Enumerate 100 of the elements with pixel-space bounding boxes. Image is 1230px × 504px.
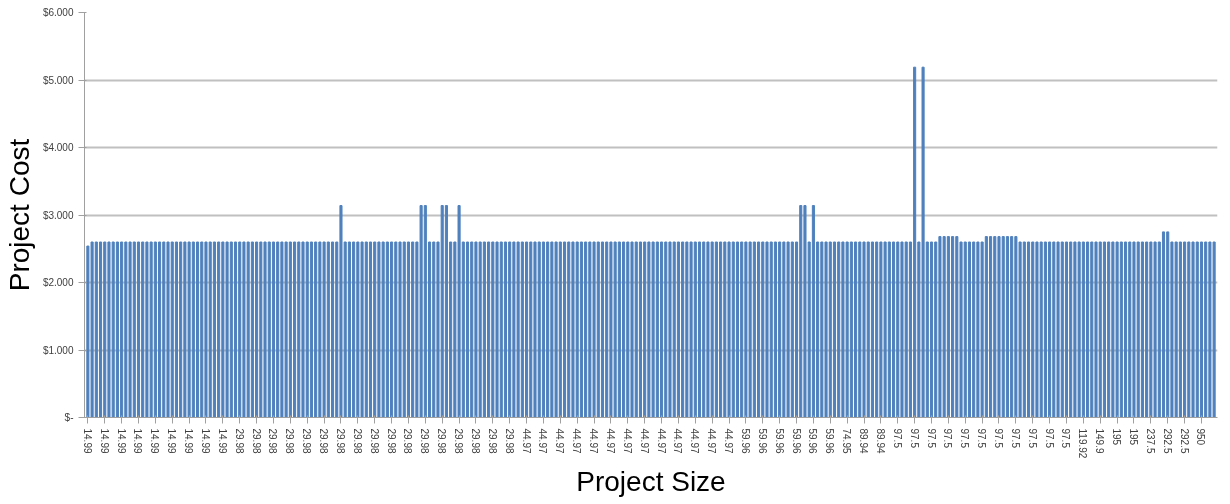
x-tick-label: 59.96 <box>756 428 768 454</box>
x-tick-label: 14.99 <box>98 428 110 454</box>
bar <box>1183 241 1187 418</box>
bar <box>1174 241 1178 418</box>
x-tick-label: 74.95 <box>841 428 853 454</box>
bar <box>381 241 385 418</box>
bar <box>103 241 107 418</box>
bar <box>938 236 942 418</box>
x-tick-label: 59.96 <box>773 428 785 454</box>
bar <box>238 241 242 418</box>
bar <box>963 241 967 418</box>
bar <box>883 241 887 418</box>
bar <box>1026 241 1031 418</box>
bar <box>951 236 955 418</box>
bar <box>854 241 858 418</box>
bar <box>672 241 676 418</box>
bar <box>554 241 558 418</box>
y-tick-label: $- <box>64 412 74 423</box>
bar <box>516 241 520 418</box>
x-tick-label: 14.99 <box>149 428 161 454</box>
y-tick-label: $4.000 <box>42 142 74 153</box>
bar <box>297 241 301 418</box>
bar <box>638 241 643 418</box>
x-tick-label: 89.94 <box>874 428 886 454</box>
bar <box>1187 241 1191 418</box>
y-axis-title: Project Cost <box>3 138 35 292</box>
bar <box>689 241 693 418</box>
x-tick-label: 97.5 <box>976 428 988 449</box>
bar <box>179 241 183 418</box>
x-tick-label: 292.5 <box>1178 428 1190 454</box>
x-tick-label: 97.5 <box>891 428 903 449</box>
bar <box>1035 241 1039 418</box>
bar <box>1132 241 1136 418</box>
bar <box>411 241 415 418</box>
bar <box>406 241 411 418</box>
bar <box>1166 231 1170 418</box>
bar <box>512 241 516 418</box>
bar <box>330 241 335 418</box>
bar <box>1161 231 1166 418</box>
bar <box>913 66 917 418</box>
bar <box>1039 241 1043 418</box>
bar <box>778 241 782 418</box>
bar <box>929 241 934 418</box>
x-tick-label: 97.5 <box>993 428 1004 449</box>
bar <box>845 241 849 418</box>
bar <box>1136 241 1140 418</box>
x-tick-label: 44.97 <box>706 428 718 454</box>
x-tick-label: 29.98 <box>469 428 481 454</box>
bar <box>263 241 267 418</box>
bar <box>596 241 600 418</box>
bar <box>976 241 980 418</box>
bar <box>305 241 309 418</box>
bar <box>482 241 486 418</box>
x-tick-label: 97.5 <box>925 428 937 449</box>
bar <box>558 241 562 418</box>
bar <box>1191 241 1195 418</box>
bar <box>347 241 351 418</box>
bar <box>592 241 596 418</box>
x-tick-label: 29.98 <box>436 428 448 454</box>
x-tick-label: 97.5 <box>942 428 954 449</box>
bar <box>86 245 90 418</box>
bar <box>1107 241 1111 418</box>
x-tick-label: 59.96 <box>824 428 836 454</box>
x-tick-label: 29.98 <box>334 428 346 454</box>
bar <box>659 241 664 418</box>
bar <box>541 241 545 418</box>
bar <box>584 241 588 418</box>
bar <box>955 236 959 418</box>
bar <box>1069 241 1073 418</box>
bar <box>377 241 381 418</box>
bar <box>685 241 689 418</box>
bar <box>702 241 706 418</box>
bar <box>887 241 891 418</box>
x-tick-label: 14.99 <box>132 428 144 454</box>
bar <box>326 241 330 418</box>
bar <box>1128 241 1132 418</box>
bar <box>828 241 832 418</box>
bar <box>385 241 389 418</box>
bar <box>1086 241 1090 418</box>
x-tick-label: 14.99 <box>166 428 178 454</box>
bar <box>339 205 343 418</box>
bar <box>503 241 508 418</box>
bar <box>609 241 613 418</box>
bar <box>1094 241 1098 418</box>
x-tick-label: 29.98 <box>284 428 296 454</box>
bar <box>229 241 233 418</box>
bar <box>158 241 162 418</box>
bar <box>786 241 790 418</box>
bar <box>588 241 592 418</box>
bar <box>132 241 136 418</box>
x-tick-label: 14.99 <box>199 428 211 454</box>
bar <box>470 241 474 418</box>
bar <box>136 241 141 418</box>
bar <box>761 241 765 418</box>
bar <box>605 241 609 418</box>
bar <box>904 241 908 418</box>
bar <box>162 241 166 418</box>
bar <box>655 241 659 418</box>
bar <box>440 205 444 418</box>
x-tick-label: 29.98 <box>301 428 313 454</box>
